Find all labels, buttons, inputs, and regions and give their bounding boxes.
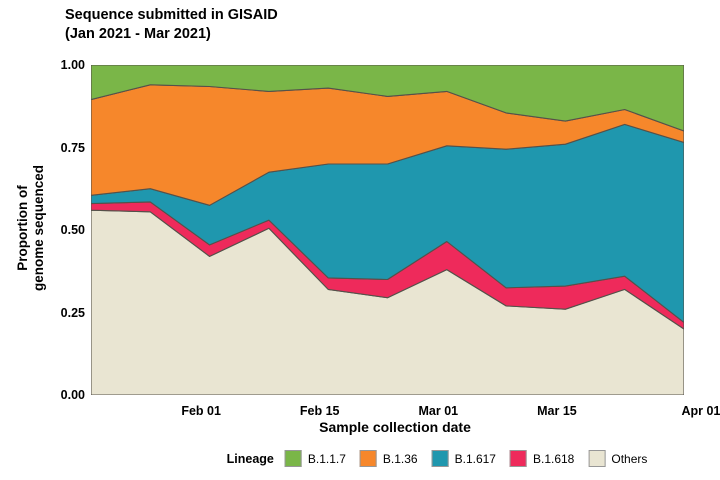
legend-label: B.1.1.7 xyxy=(307,451,346,466)
legend-swatch-B.1.1.7 xyxy=(284,450,302,467)
y-tick-label-0.25: 0.25 xyxy=(60,305,85,320)
area-B.1.1.7 xyxy=(91,65,684,132)
y-tick-label-0.75: 0.75 xyxy=(60,140,85,155)
legend-swatch-B.1.36 xyxy=(359,450,377,467)
x-tick-label-Feb-01: Feb 01 xyxy=(181,404,221,418)
legend: Lineage B.1.1.7 B.1.36 B.1.617 B.1.618 Other… xyxy=(226,450,647,467)
y-tick-label-1.00: 1.00 xyxy=(60,58,85,72)
x-tick-label-Apr-01: Apr 01 xyxy=(681,404,720,418)
legend-items: B.1.1.7 B.1.36 B.1.617 B.1.618 Others xyxy=(284,450,647,467)
legend-title: Lineage xyxy=(226,451,274,466)
legend-item-B.1.1.7: B.1.1.7 xyxy=(284,450,346,467)
legend-item-Others: Others xyxy=(588,450,647,467)
legend-item-B.1.36: B.1.36 xyxy=(359,450,418,467)
legend-label: Others xyxy=(611,451,648,466)
legend-swatch-B.1.617 xyxy=(431,450,449,467)
legend-item-B.1.617: B.1.617 xyxy=(431,450,496,467)
x-axis-title: Sample collection date xyxy=(319,419,471,435)
x-tick-label-Mar-01: Mar 01 xyxy=(418,404,459,418)
y-tick-label-0.50: 0.50 xyxy=(60,223,85,237)
x-tick-label-Feb-15: Feb 15 xyxy=(299,404,340,418)
chart-title: Sequence submitted in GISAID (Jan 2021 -… xyxy=(65,6,278,44)
legend-swatch-B.1.618 xyxy=(509,450,527,467)
chart-title-line1: Sequence submitted in GISAID xyxy=(65,7,278,23)
legend-item-B.1.618: B.1.618 xyxy=(509,450,575,467)
chart-title-line2: (Jan 2021 - Mar 2021) xyxy=(65,26,211,42)
legend-label: B.1.36 xyxy=(382,451,418,466)
legend-swatch-Others xyxy=(588,450,606,467)
stacked-area-plot xyxy=(91,65,684,395)
y-tick-label-0.00: 0.00 xyxy=(60,388,85,402)
x-tick-label-Mar-15: Mar 15 xyxy=(537,404,577,418)
legend-label: B.1.618 xyxy=(532,451,575,466)
legend-label: B.1.617 xyxy=(454,451,496,466)
